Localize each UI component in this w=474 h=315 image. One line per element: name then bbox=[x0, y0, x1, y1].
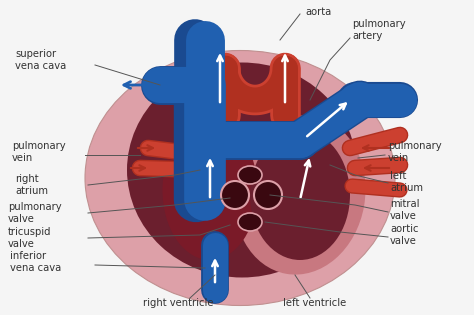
Ellipse shape bbox=[85, 50, 395, 306]
Ellipse shape bbox=[163, 120, 257, 260]
Text: tricuspid
valve: tricuspid valve bbox=[8, 227, 52, 249]
Ellipse shape bbox=[238, 213, 262, 231]
Ellipse shape bbox=[221, 181, 249, 209]
Text: mitral
valve: mitral valve bbox=[390, 199, 419, 221]
Text: right
atrium: right atrium bbox=[15, 174, 48, 196]
Ellipse shape bbox=[254, 181, 282, 209]
Text: pulmonary
artery: pulmonary artery bbox=[352, 19, 406, 41]
Text: aorta: aorta bbox=[305, 7, 331, 17]
Text: left
atrium: left atrium bbox=[390, 171, 423, 193]
Text: superior
vena cava: superior vena cava bbox=[15, 49, 66, 71]
Ellipse shape bbox=[250, 130, 350, 260]
Ellipse shape bbox=[235, 115, 365, 275]
Text: aortic
valve: aortic valve bbox=[390, 224, 419, 246]
Text: right ventricle: right ventricle bbox=[143, 298, 213, 308]
Text: left ventricle: left ventricle bbox=[283, 298, 346, 308]
Text: pulmonary
vein: pulmonary vein bbox=[12, 141, 65, 163]
Text: pulmonary
vein: pulmonary vein bbox=[388, 141, 442, 163]
Ellipse shape bbox=[238, 166, 262, 184]
Ellipse shape bbox=[127, 62, 357, 278]
Text: pulmonary
valve: pulmonary valve bbox=[8, 202, 62, 224]
Text: inferior
vena cava: inferior vena cava bbox=[10, 251, 61, 273]
